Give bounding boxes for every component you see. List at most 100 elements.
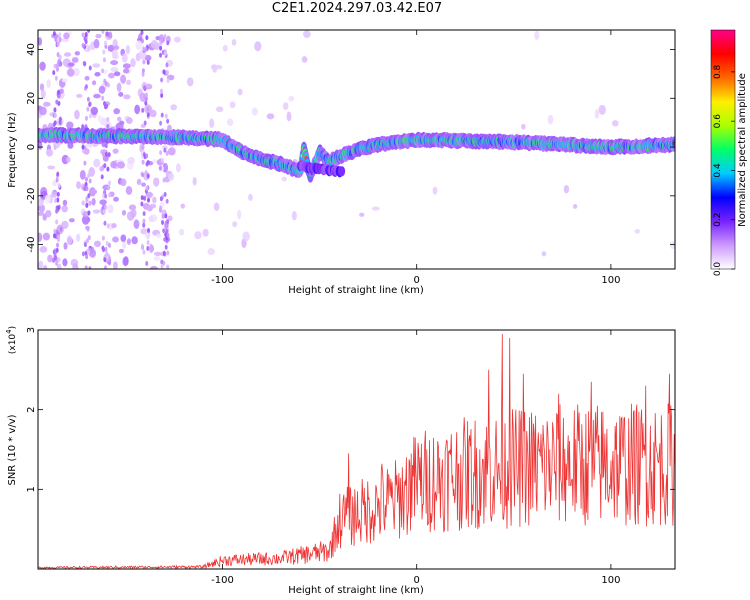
heatmap-cell [144, 46, 148, 52]
heatmap-cell [121, 239, 127, 250]
heatmap-cell [55, 177, 59, 183]
heatmap-cell [145, 185, 149, 191]
heatmap-cell [231, 38, 237, 46]
heatmap-cell [47, 254, 53, 263]
heatmap-cell [61, 205, 68, 213]
heatmap-cell [83, 61, 87, 67]
heatmap-cell [56, 242, 60, 248]
heatmap-cell [339, 166, 346, 177]
heatmap-cell [103, 257, 107, 263]
heatmap-cell [146, 240, 150, 246]
heatmap-cell [146, 197, 150, 203]
colorbar-gradient [710, 29, 736, 270]
heatmap-cell [57, 89, 61, 95]
heatmap-cell [67, 62, 75, 67]
heatmap-cell [45, 209, 52, 218]
heatmap-cell [159, 88, 163, 94]
heatmap-cell [40, 89, 46, 99]
heatmap-cell [134, 104, 141, 115]
heatmap-cell [140, 195, 144, 201]
heatmap-cell [144, 170, 148, 176]
x-tick-label: 100 [601, 575, 620, 586]
snr-panel: -100 0 100 1 2 3 Height of straight line (km… [5, 326, 676, 596]
heatmap-cell [194, 231, 202, 240]
heatmap-cell [84, 75, 90, 81]
heatmap-cell [145, 260, 149, 266]
heatmap-cell [107, 242, 111, 248]
heatmap-cell [86, 96, 90, 102]
heatmap-cell [162, 145, 168, 150]
heatmap-cell [130, 208, 137, 218]
snr-x-axis: -100 0 100 [211, 330, 620, 586]
heatmap-cell [93, 93, 101, 99]
heatmap-cell [145, 161, 149, 167]
heatmap-cell [104, 193, 108, 199]
heatmap-cell [130, 58, 136, 68]
heatmap-cell [58, 116, 62, 122]
y-tick-label: 40 [26, 43, 37, 56]
heatmap-cell [85, 186, 89, 192]
heatmap-cell [160, 93, 164, 99]
heatmap-cell [107, 185, 111, 191]
heatmap-cell [153, 177, 160, 187]
heatmap-cell [251, 107, 258, 116]
heatmap-cell [112, 236, 119, 243]
heatmap-cell [112, 261, 118, 269]
heatmap-cell [58, 32, 62, 38]
heatmap-cell [123, 94, 131, 100]
heatmap-cell [160, 77, 164, 83]
heatmap-cell [122, 63, 131, 69]
heatmap-cell [165, 62, 169, 68]
heatmap-cell [106, 166, 110, 172]
figure-title: C2E1.2024.297.03.42.E07 [271, 1, 443, 16]
heatmap-cell [104, 143, 108, 149]
y-tick-label: 2 [26, 406, 37, 412]
heatmap-cell [87, 30, 91, 33]
heatmap-cell [102, 247, 106, 253]
heatmap-cell [164, 213, 168, 219]
heatmap-cell [38, 200, 43, 207]
heatmap-cell [165, 198, 169, 204]
heatmap-cell [84, 265, 88, 269]
heatmap-cell [107, 44, 115, 52]
heatmap-cell [135, 40, 143, 51]
heatmap-cell [150, 39, 159, 49]
heatmap-cell [164, 113, 168, 119]
heatmap-cell [167, 147, 176, 156]
heatmap-cell [99, 199, 107, 206]
heatmap-cell [108, 192, 112, 198]
heatmap-cell [166, 40, 170, 46]
colorbar-tick-label: 0.4 [713, 163, 723, 178]
heatmap-cell [104, 204, 108, 210]
heatmap-cell [286, 111, 292, 122]
heatmap-cell [62, 258, 68, 267]
heatmap-cell [166, 264, 170, 269]
heatmap-cell [432, 186, 438, 195]
heatmap-cell [111, 223, 117, 229]
snr-y-multiplier: (x104) [5, 326, 18, 354]
heatmap-cell [142, 46, 146, 52]
heatmap-cell [56, 234, 60, 240]
heatmap-cell [141, 68, 145, 74]
heatmap-cell [38, 37, 43, 46]
heatmap-cell [141, 182, 146, 187]
heatmap-cell [81, 144, 85, 150]
heatmap-cell [103, 189, 107, 195]
heatmap-cell [254, 41, 262, 52]
heatmap-cell [160, 259, 164, 265]
heatmap-cell [118, 92, 124, 97]
heatmap-cell [112, 148, 119, 154]
heatmap-cell [141, 144, 145, 150]
heatmap-cell [144, 54, 152, 61]
heatmap-cell [161, 213, 165, 219]
heatmap-cell [53, 107, 57, 113]
heatmap-cell [106, 117, 110, 123]
heatmap-cell [145, 153, 149, 159]
y-tick-label: 1 [26, 486, 37, 492]
heatmap-cell [145, 191, 154, 199]
heatmap-cell [38, 260, 44, 269]
heatmap-cell [572, 204, 578, 209]
heatmap-cell [110, 66, 119, 73]
heatmap-cell [76, 181, 82, 190]
